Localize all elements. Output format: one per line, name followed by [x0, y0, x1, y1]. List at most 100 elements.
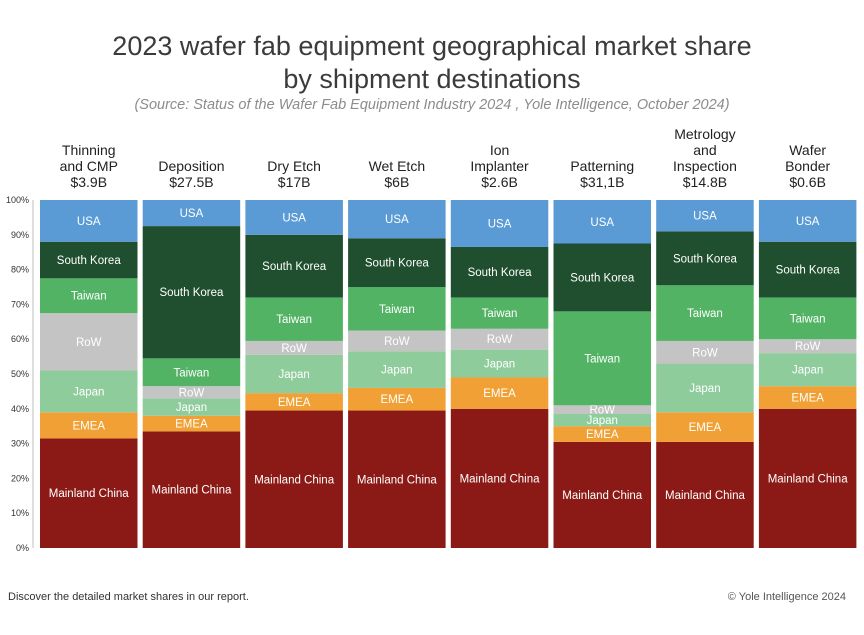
bar-segment: [142, 358, 241, 387]
bar-segment: [656, 231, 754, 286]
segment-label: USA: [693, 211, 717, 223]
category-label: Dry Etch $17B: [267, 158, 321, 190]
bar-segment: [245, 234, 343, 298]
bar-segment: [348, 351, 446, 388]
bar-segment: [40, 200, 138, 242]
bar-segment: [656, 412, 754, 442]
chart-title-line-2: by shipment destinations: [283, 64, 581, 94]
category-label-line: Wet Etch: [369, 158, 426, 174]
segment-label: South Korea: [468, 267, 533, 279]
segment-label: Taiwan: [687, 308, 723, 320]
segment-label: RoW: [589, 405, 615, 417]
segment-label: EMEA: [791, 392, 824, 404]
bar-segment: [450, 328, 549, 350]
y-tick-label: 70%: [11, 299, 29, 309]
segment-label: RoW: [76, 337, 102, 349]
category-label: Metrology and Inspection $14.8B: [673, 126, 737, 190]
category-label: Deposition $27.5B: [158, 158, 224, 190]
y-tick-label: 10%: [11, 508, 29, 518]
bar-segment: [40, 370, 138, 413]
bar-segment: [142, 431, 241, 548]
segment-label: USA: [488, 218, 512, 230]
bar-segment: [656, 285, 754, 341]
bar-segment: [245, 200, 343, 235]
bar-segment: [40, 412, 138, 439]
bar-segment: [758, 241, 857, 298]
y-tick-label: 90%: [11, 230, 29, 240]
bar-segment: [553, 414, 651, 427]
segment-label: South Korea: [673, 253, 738, 265]
y-axis: 0% 10% 20% 30% 40% 50% 60% 70% 80% 90% 100%: [6, 195, 34, 553]
category-label-line: Patterning: [570, 158, 634, 174]
segment-label: Taiwan: [379, 304, 415, 316]
category-label-line: $3.9B: [70, 174, 107, 190]
footer-note: Discover the detailed market shares in o…: [8, 591, 249, 603]
bar-segment: [245, 410, 343, 548]
bar-segment: [348, 287, 446, 331]
bar-segment: [553, 243, 651, 312]
segment-label: RoW: [795, 341, 821, 353]
y-tick-label: 50%: [11, 369, 29, 379]
chart-subtitle: (Source: Status of the Wafer Fab Equipme…: [134, 97, 730, 113]
segment-label: Taiwan: [174, 367, 210, 379]
segment-label: South Korea: [570, 272, 635, 284]
category-label: Wet Etch $6B: [369, 158, 426, 190]
segment-label: EMEA: [586, 429, 619, 441]
segment-label: Mainland China: [254, 474, 335, 486]
category-label-line: and: [693, 142, 716, 158]
bar-segment: [553, 441, 651, 548]
category-label-line: Inspection: [673, 158, 737, 174]
category-label-line: Implanter: [470, 158, 529, 174]
segment-label: Taiwan: [482, 308, 518, 320]
bar-segment: [142, 398, 241, 416]
segment-label: EMEA: [381, 394, 414, 406]
bar-segment: [758, 386, 857, 409]
footer-copyright: © Yole Intelligence 2024: [727, 591, 846, 603]
segment-label: EMEA: [175, 419, 208, 431]
category-label-line: Wafer: [789, 142, 826, 158]
bar-segment: [142, 226, 241, 359]
bar-segment: [656, 200, 754, 232]
category-label-line: Dry Etch: [267, 158, 321, 174]
segment-label: South Korea: [57, 255, 122, 267]
bar-segment: [245, 297, 343, 341]
segment-label: EMEA: [278, 397, 311, 409]
bar-segment: [450, 297, 549, 329]
bar-segment: [450, 246, 549, 298]
category-label-line: $6B: [384, 174, 409, 190]
segment-label: EMEA: [483, 388, 516, 400]
y-tick-label: 40%: [11, 404, 29, 414]
category-label: Wafer Bonder $0.6B: [785, 142, 830, 190]
segment-label: Japan: [792, 365, 823, 377]
stacked-bar-chart: 0% 10% 20% 30% 40% 50% 60% 70% 80% 90% 100% Mainla…: [6, 126, 857, 553]
segment-label: Mainland China: [665, 490, 746, 502]
bar-segment: [450, 349, 549, 378]
segment-label: USA: [796, 216, 820, 228]
segment-label: South Korea: [776, 265, 841, 277]
segment-label: Mainland China: [49, 488, 130, 500]
bar-segment: [142, 200, 241, 227]
segment-label: EMEA: [689, 422, 722, 434]
bar-segment: [553, 405, 651, 415]
bar-segment: [758, 200, 857, 242]
category-label-line: Bonder: [785, 158, 830, 174]
segment-label: Japan: [381, 365, 412, 377]
category-label: Ion Implanter $2.6B: [470, 142, 529, 190]
bar-segment: [553, 311, 651, 406]
bar-segment: [142, 386, 241, 399]
bar-segment: [450, 377, 549, 409]
segment-label: Japan: [176, 402, 207, 414]
segment-label: Japan: [73, 386, 104, 398]
segment-label: South Korea: [262, 261, 327, 273]
segment-label: USA: [77, 216, 101, 228]
segment-label: USA: [385, 214, 409, 226]
category-label-line: Deposition: [158, 158, 224, 174]
category-label-line: $2.6B: [481, 174, 518, 190]
bar-segment: [758, 408, 857, 548]
chart-title-line-1: 2023 wafer fab equipment geographical ma…: [112, 31, 752, 61]
bar-segment: [758, 353, 857, 387]
bar-segment: [758, 297, 857, 340]
